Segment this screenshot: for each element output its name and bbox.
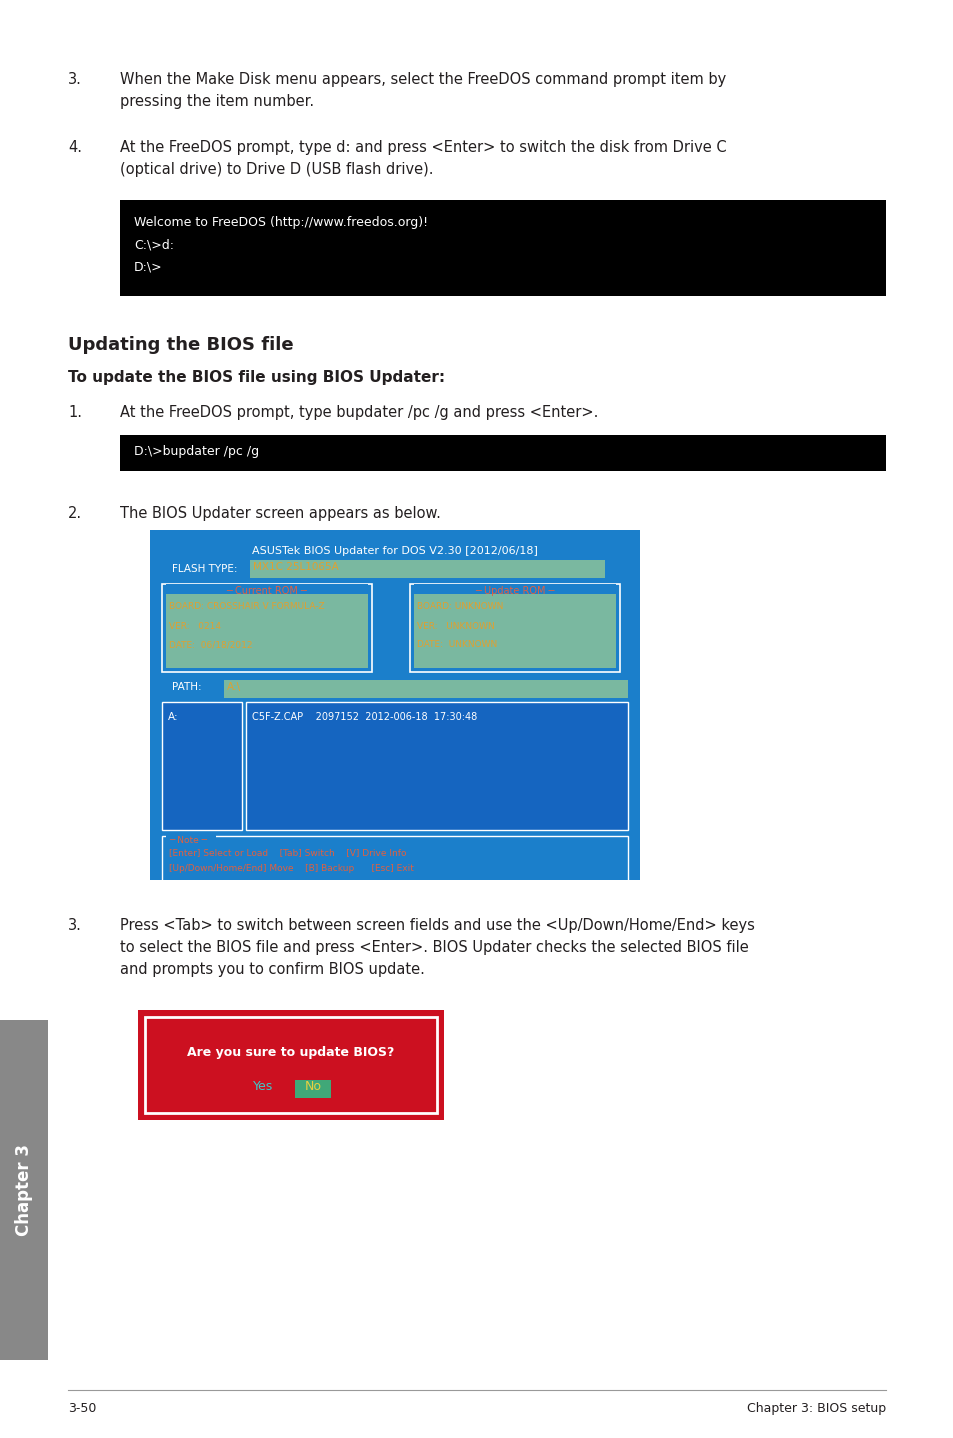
Text: VER:   0214: VER: 0214 xyxy=(169,623,221,631)
Text: (optical drive) to Drive D (USB flash drive).: (optical drive) to Drive D (USB flash dr… xyxy=(120,162,433,177)
Bar xyxy=(166,594,368,669)
Text: Are you sure to update BIOS?: Are you sure to update BIOS? xyxy=(187,1045,395,1058)
Text: Chapter 3: Chapter 3 xyxy=(15,1145,33,1237)
Text: Updating the BIOS file: Updating the BIOS file xyxy=(68,336,294,354)
Text: At the FreeDOS prompt, type d: and press <Enter> to switch the disk from Drive C: At the FreeDOS prompt, type d: and press… xyxy=(120,139,726,155)
Text: pressing the item number.: pressing the item number. xyxy=(120,93,314,109)
Text: 2.: 2. xyxy=(68,506,82,521)
Bar xyxy=(150,531,639,880)
Text: BOARD: UNKNOWN: BOARD: UNKNOWN xyxy=(416,603,503,611)
Text: [Up/Down/Home/End] Move    [B] Backup      [Esc] Exit: [Up/Down/Home/End] Move [B] Backup [Esc]… xyxy=(169,864,414,873)
Text: Chapter 3: BIOS setup: Chapter 3: BIOS setup xyxy=(746,1402,885,1415)
Bar xyxy=(250,559,604,578)
Text: MX1C 25L1065A: MX1C 25L1065A xyxy=(253,562,338,572)
Text: Press <Tab> to switch between screen fields and use the <Up/Down/Home/End> keys: Press <Tab> to switch between screen fie… xyxy=(120,917,754,933)
Text: ─ Note ─: ─ Note ─ xyxy=(169,835,207,846)
Text: to select the BIOS file and press <Enter>. BIOS Updater checks the selected BIOS: to select the BIOS file and press <Enter… xyxy=(120,940,748,955)
Text: 3.: 3. xyxy=(68,72,82,88)
Text: C5F-Z.CAP    2097152  2012-006-18  17:30:48: C5F-Z.CAP 2097152 2012-006-18 17:30:48 xyxy=(252,712,476,722)
Bar xyxy=(145,1017,436,1113)
Bar xyxy=(166,834,215,844)
Bar xyxy=(224,680,627,697)
Bar xyxy=(138,1009,443,1120)
Text: A:: A: xyxy=(168,712,178,722)
Text: Welcome to FreeDOS (http://www.freedos.org)!: Welcome to FreeDOS (http://www.freedos.o… xyxy=(133,216,428,229)
Text: PATH:: PATH: xyxy=(172,682,201,692)
Text: No: No xyxy=(304,1080,321,1093)
Text: At the FreeDOS prompt, type bupdater /pc /g and press <Enter>.: At the FreeDOS prompt, type bupdater /pc… xyxy=(120,406,598,420)
Text: C:\>d:: C:\>d: xyxy=(133,239,173,252)
Text: To update the BIOS file using BIOS Updater:: To update the BIOS file using BIOS Updat… xyxy=(68,370,445,385)
Bar xyxy=(120,436,885,472)
Text: 1.: 1. xyxy=(68,406,82,420)
Bar xyxy=(120,200,885,296)
Bar xyxy=(162,584,372,672)
Text: and prompts you to confirm BIOS update.: and prompts you to confirm BIOS update. xyxy=(120,962,424,976)
Text: ─ Current ROM ─: ─ Current ROM ─ xyxy=(226,587,307,595)
Text: 4.: 4. xyxy=(68,139,82,155)
Text: D:\>bupdater /pc /g: D:\>bupdater /pc /g xyxy=(133,444,259,457)
Text: 3-50: 3-50 xyxy=(68,1402,96,1415)
Text: BOARD: CROSSHAIR V FORMULA-Z: BOARD: CROSSHAIR V FORMULA-Z xyxy=(169,603,324,611)
Text: When the Make Disk menu appears, select the FreeDOS command prompt item by: When the Make Disk menu appears, select … xyxy=(120,72,725,88)
Bar xyxy=(162,702,242,830)
Text: VER:   UNKNOWN: VER: UNKNOWN xyxy=(416,623,495,631)
Text: DATE:  UNKNOWN: DATE: UNKNOWN xyxy=(416,640,497,649)
Bar xyxy=(294,1080,331,1099)
Text: FLASH TYPE:: FLASH TYPE: xyxy=(172,564,237,574)
Bar xyxy=(414,594,616,669)
Bar xyxy=(166,584,368,594)
Text: ASUSTek BIOS Updater for DOS V2.30 [2012/06/18]: ASUSTek BIOS Updater for DOS V2.30 [2012… xyxy=(252,546,537,557)
Text: D:\>: D:\> xyxy=(133,260,162,273)
Bar xyxy=(410,584,619,672)
Text: DATE:  06/18/2012: DATE: 06/18/2012 xyxy=(169,640,253,649)
Text: A:\: A:\ xyxy=(227,682,241,692)
Text: [Enter] Select or Load    [Tab] Switch    [V] Drive Info: [Enter] Select or Load [Tab] Switch [V] … xyxy=(169,848,406,857)
Bar xyxy=(246,702,627,830)
Bar xyxy=(0,1020,48,1360)
Text: The BIOS Updater screen appears as below.: The BIOS Updater screen appears as below… xyxy=(120,506,440,521)
Text: 3.: 3. xyxy=(68,917,82,933)
Text: ─ Update ROM ─: ─ Update ROM ─ xyxy=(475,587,554,595)
Bar xyxy=(162,835,627,881)
Text: Yes: Yes xyxy=(253,1080,273,1093)
Bar xyxy=(414,584,616,594)
